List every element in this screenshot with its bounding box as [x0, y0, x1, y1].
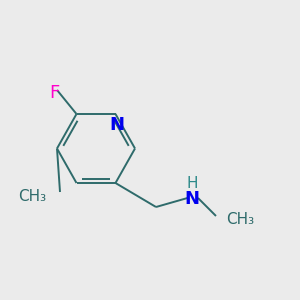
Text: N: N: [184, 190, 200, 208]
Text: N: N: [109, 116, 124, 134]
Text: F: F: [49, 84, 59, 102]
Text: CH₃: CH₃: [18, 189, 46, 204]
Text: CH₃: CH₃: [226, 212, 255, 226]
Text: H: H: [186, 176, 198, 190]
